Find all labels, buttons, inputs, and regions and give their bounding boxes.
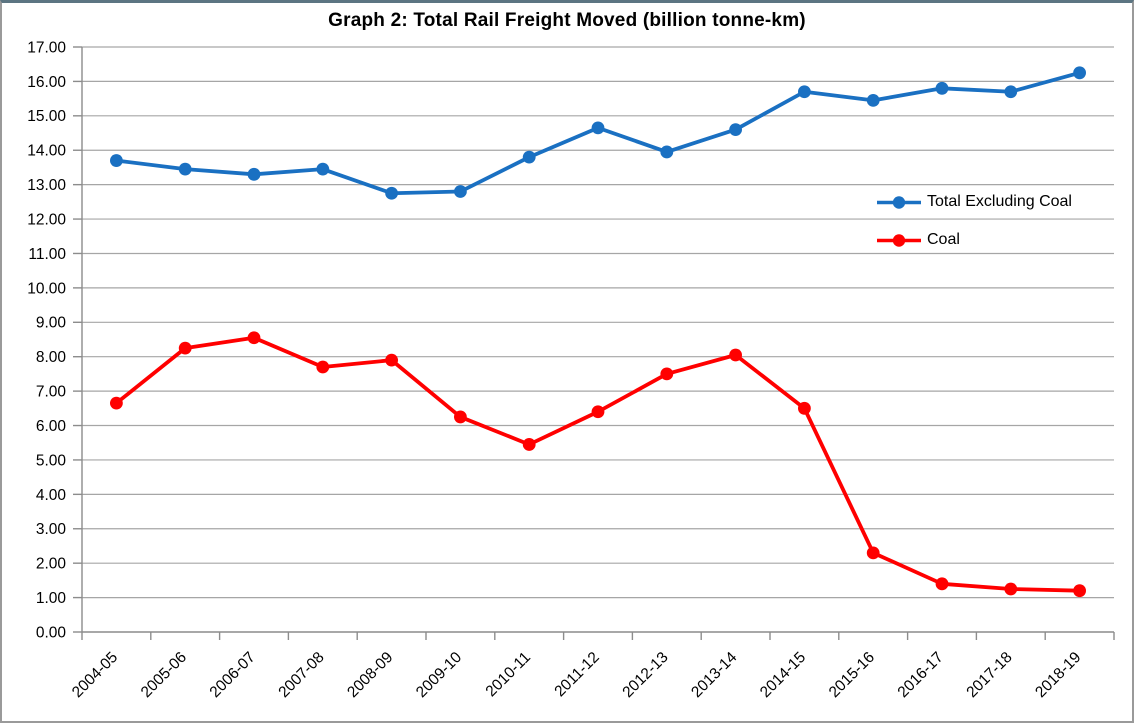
y-axis-tick-label: 14.00: [27, 143, 66, 160]
y-axis-tick-label: 9.00: [36, 315, 67, 332]
series-marker-coal: [866, 546, 880, 560]
chart-title: Graph 2: Total Rail Freight Moved (billi…: [328, 10, 806, 31]
legend-label: Coal: [927, 231, 960, 248]
series-marker-total-excluding-coal: [935, 81, 949, 95]
series-marker-total-excluding-coal: [798, 85, 811, 99]
x-axis-tick-label: 2008-09: [344, 649, 396, 701]
series-marker-total-excluding-coal: [385, 186, 398, 200]
y-axis-tick-label: 11.00: [28, 246, 66, 263]
legend-label: Total Excluding Coal: [927, 193, 1072, 210]
y-axis-tick-label: 17.00: [27, 39, 66, 56]
series-marker-coal: [798, 401, 811, 415]
y-axis-tick-label: 13.00: [27, 177, 66, 194]
y-axis-tick-label: 3.00: [36, 521, 67, 538]
series-line-coal: [114, 335, 1082, 593]
y-axis-tick-label: 5.00: [36, 452, 67, 469]
series-marker-coal: [660, 367, 674, 381]
y-axis-tick-label: 16.00: [27, 74, 66, 91]
y-axis-tick-label: 12.00: [27, 211, 66, 228]
series-marker-coal: [454, 410, 467, 424]
line-chart-plot-area: 0.00 1.00 2.00 3.00 4.00 5.00 6.00 7.00 8.00 9.00…: [27, 39, 1115, 702]
y-axis-tick-label: 4.00: [36, 487, 67, 504]
y-axis-tick-label: 15.00: [27, 108, 66, 125]
y-axis-tick-label: 10.00: [27, 280, 66, 297]
x-axis-tick-label: 2004-05: [69, 649, 121, 701]
x-axis-tick-label: 2005-06: [138, 649, 190, 701]
series-marker-coal: [1004, 582, 1018, 596]
x-axis-tick-label: 2006-07: [207, 649, 259, 701]
series-marker-total-excluding-coal: [454, 185, 467, 198]
y-axis-tick-label: 7.00: [36, 384, 67, 401]
x-axis-tick-label: 2017-18: [963, 649, 1015, 701]
series-marker-total-excluding-coal: [729, 123, 742, 136]
series-marker-coal: [729, 348, 742, 362]
x-axis-tick-label: 2015-16: [826, 649, 878, 701]
x-axis-tick-label: 2009-10: [413, 649, 466, 702]
legend-item-coal: Coal: [876, 230, 1072, 250]
series-marker-coal: [935, 577, 949, 591]
series-marker-total-excluding-coal: [1073, 66, 1086, 80]
y-axis-tick-label: 0.00: [36, 624, 67, 641]
x-axis-tick-label: 2012-13: [619, 649, 671, 701]
chart-legend: Total Excluding Coal Coal: [876, 192, 1072, 250]
legend-marker-total-excluding-coal-icon: [877, 195, 921, 209]
y-axis-tick-label: 2.00: [36, 556, 67, 573]
series-marker-total-excluding-coal: [110, 154, 123, 167]
x-axis-tick-label: 2007-08: [275, 649, 327, 701]
series-marker-total-excluding-coal: [247, 167, 261, 181]
y-axis-tick-label: 1.00: [36, 590, 67, 607]
series-marker-total-excluding-coal: [316, 162, 330, 176]
x-axis-tick-label: 2011-12: [551, 649, 602, 700]
series-marker-coal: [178, 341, 192, 355]
series-marker-total-excluding-coal: [522, 150, 536, 164]
series-marker-total-excluding-coal: [660, 145, 674, 159]
x-axis-tick-label: 2018-19: [1032, 649, 1084, 701]
series-marker-coal: [247, 331, 261, 345]
series-marker-total-excluding-coal: [591, 121, 605, 135]
series-marker-total-excluding-coal: [178, 162, 192, 176]
series-marker-total-excluding-coal: [1004, 85, 1018, 99]
legend-item-total-excluding-coal: Total Excluding Coal: [876, 192, 1072, 212]
series-marker-coal: [110, 396, 123, 410]
series-marker-coal: [316, 360, 330, 374]
y-axis-tick-label: 8.00: [36, 349, 67, 366]
x-axis-tick-label: 2010-11: [483, 649, 534, 700]
x-axis-tick-label: 2016-17: [895, 649, 947, 701]
x-axis-tick-label: 2013-14: [688, 649, 741, 702]
series-marker-coal: [1073, 584, 1086, 598]
y-axis-tick-label: 6.00: [36, 418, 67, 435]
series-marker-coal: [385, 353, 398, 367]
series-marker-coal: [522, 438, 536, 451]
series-marker-coal: [591, 405, 605, 419]
series-marker-total-excluding-coal: [866, 93, 880, 107]
legend-marker-coal-icon: [877, 233, 921, 247]
x-axis-tick-label: 2014-15: [757, 649, 809, 701]
